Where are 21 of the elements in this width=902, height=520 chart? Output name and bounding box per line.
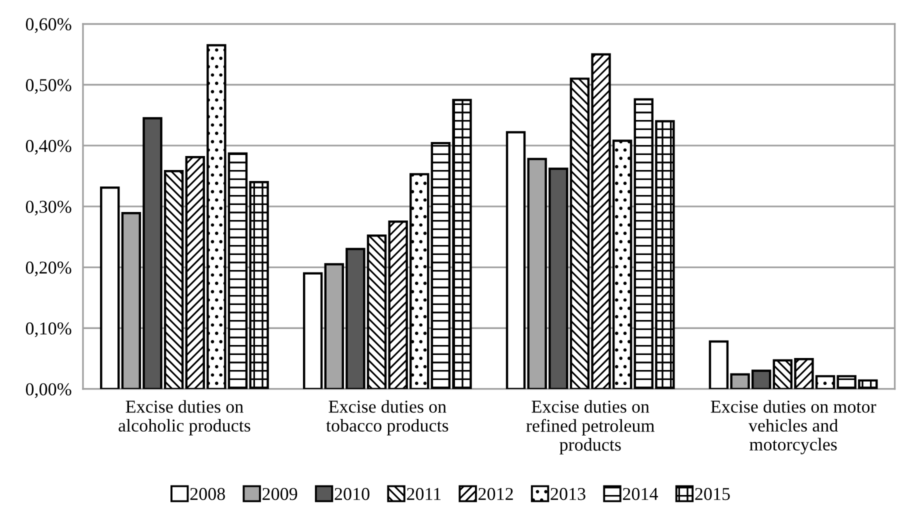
- legend-label: 2008: [190, 488, 225, 500]
- legend-label: 2015: [695, 488, 730, 500]
- x-tick-label: Excise duties on motor vehicles and motorcycles: [710, 400, 876, 454]
- y-tick-label: 0,40%: [26, 140, 72, 155]
- legend-label: 2014: [622, 488, 658, 500]
- y-tick-label: 0,00%: [26, 383, 72, 398]
- y-tick-label: 0,30%: [26, 200, 72, 216]
- legend-label: 2013: [550, 488, 586, 500]
- y-tick-label: 0,50%: [26, 79, 72, 94]
- y-tick-label: 0,10%: [26, 322, 72, 338]
- y-tick-label: 0,20%: [26, 262, 72, 276]
- legend-label: 2009: [262, 488, 298, 500]
- legend-label: 2012: [478, 488, 513, 500]
- x-tick-label: Excise duties on tobacco products: [326, 400, 448, 436]
- legend-label: 2010: [334, 488, 370, 500]
- x-tick-label: Excise duties on refined petroleum products: [526, 400, 654, 454]
- bar: [302, 272, 323, 389]
- x-tick-label: Excise duties on alcoholic products: [118, 400, 250, 436]
- legend-label: 2011: [406, 488, 441, 500]
- bar: [100, 186, 120, 389]
- y-tick-label: 0,60%: [26, 18, 72, 33]
